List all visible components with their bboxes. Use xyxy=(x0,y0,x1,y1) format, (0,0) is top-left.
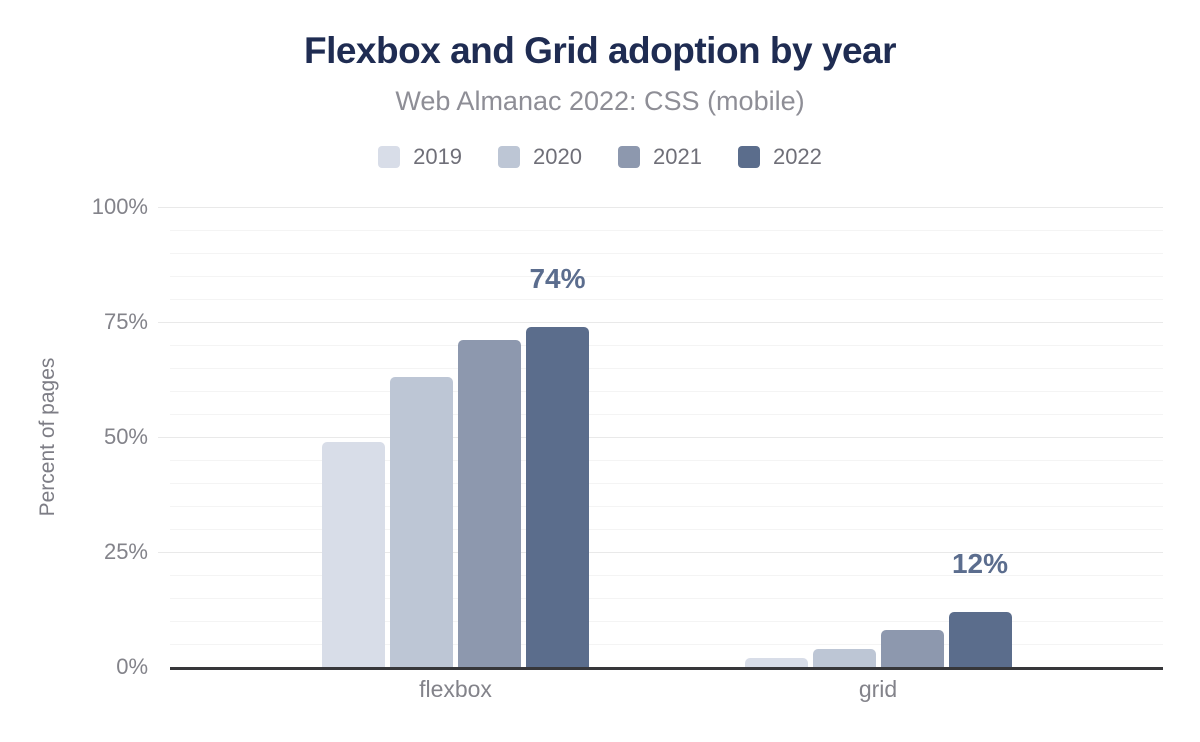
y-tick-label: 50% xyxy=(103,424,148,449)
legend-item-2019: 2019 xyxy=(378,144,462,170)
legend-swatch-2022 xyxy=(737,146,760,168)
chart-title: Flexbox and Grid adoption by year xyxy=(303,30,897,71)
legend-item-2020: 2020 xyxy=(498,144,582,170)
bar-grid-2019 xyxy=(744,657,808,667)
y-tick-label: 100% xyxy=(91,194,148,219)
gridline-major xyxy=(158,552,1163,553)
gridline-minor xyxy=(170,276,1163,277)
legend-label: 2022 xyxy=(772,144,822,169)
y-tick-label: 75% xyxy=(103,309,148,334)
data-label-grid-2022: 12% xyxy=(951,547,1009,579)
chart-subtitle: Web Almanac 2022: CSS (mobile) xyxy=(395,86,805,116)
gridline-minor xyxy=(170,506,1163,507)
x-label-flexbox: flexbox xyxy=(419,676,492,702)
gridline-major xyxy=(158,207,1163,208)
gridline-minor xyxy=(170,460,1163,461)
legend-swatch-2020 xyxy=(498,146,521,168)
gridline-minor xyxy=(170,598,1163,599)
legend-label: 2019 xyxy=(413,144,463,169)
bar-grid-2020 xyxy=(812,648,876,667)
legend-swatch-2019 xyxy=(378,146,401,168)
gridline-minor xyxy=(170,345,1163,346)
gridline-minor xyxy=(170,575,1163,576)
legend-label: 2021 xyxy=(653,144,702,169)
gridline-minor xyxy=(170,529,1163,530)
gridline-minor xyxy=(170,391,1163,392)
legend-swatch-2021 xyxy=(618,146,640,168)
x-label-grid: grid xyxy=(858,676,898,702)
gridline-minor xyxy=(170,368,1163,369)
gridline-minor xyxy=(170,644,1163,645)
y-tick-label: 0% xyxy=(116,654,148,679)
bar-flexbox-2022 xyxy=(526,326,589,667)
gridline-major xyxy=(158,322,1163,323)
gridline-minor xyxy=(170,483,1163,484)
bar-flexbox-2019 xyxy=(322,441,385,667)
legend-item-2022: 2022 xyxy=(737,144,822,170)
gridline-minor xyxy=(170,230,1163,231)
gridline-minor xyxy=(170,414,1163,415)
legend-item-2021: 2021 xyxy=(618,144,702,170)
bar-grid-2022 xyxy=(948,611,1012,667)
bar-flexbox-2021 xyxy=(458,340,521,667)
y-tick-label: 25% xyxy=(103,539,148,564)
plot-area xyxy=(158,207,1163,670)
gridline-minor xyxy=(170,621,1163,622)
bar-flexbox-2020 xyxy=(390,377,453,667)
gridline-major xyxy=(158,437,1163,438)
gridline-minor xyxy=(170,299,1163,300)
legend-label: 2020 xyxy=(533,144,582,169)
bar-grid-2021 xyxy=(880,630,944,667)
legend: 2019 2020 2021 2022 xyxy=(0,144,1200,170)
data-label-flexbox-2022: 74% xyxy=(529,262,586,294)
gridline-minor xyxy=(170,253,1163,254)
